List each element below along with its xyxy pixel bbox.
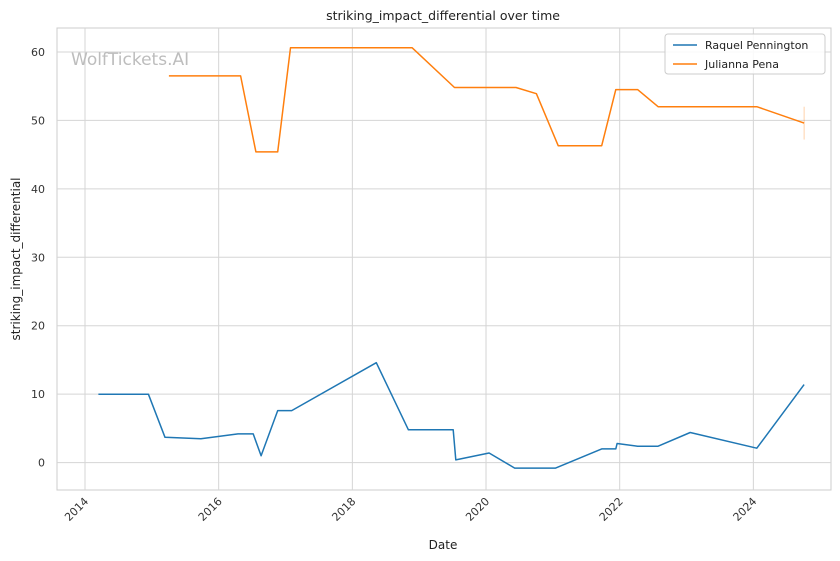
series-layer: [98, 47, 805, 469]
y-tick-label: 50: [31, 114, 45, 127]
legend-label-raquel-pennington: Raquel Pennington: [705, 39, 808, 52]
y-axis-title: striking_impact_differential: [9, 177, 23, 340]
plot-area: WolfTickets.AI: [56, 27, 832, 491]
y-axis: 0 10 20 30 40 50 60: [31, 46, 45, 470]
y-tick-label: 20: [31, 320, 45, 333]
watermark-text: WolfTickets.AI: [71, 50, 189, 70]
chart-title: striking_impact_differential over time: [326, 8, 560, 23]
y-tick-label: 30: [31, 251, 45, 264]
series-line-raquel-pennington: [98, 361, 805, 469]
x-axis-title: Date: [429, 538, 458, 552]
legend: Raquel Pennington Julianna Pena: [664, 33, 826, 75]
plot-frame: [56, 27, 832, 491]
legend-label-julianna-pena: Julianna Pena: [704, 58, 779, 71]
y-tick-label: 40: [31, 183, 45, 196]
y-tick-label: 0: [38, 457, 45, 470]
grid: [57, 28, 831, 490]
y-tick-label: 60: [31, 46, 45, 59]
series-line-julianna-pena: [168, 47, 805, 153]
legend-box: [664, 33, 826, 75]
y-tick-label: 10: [31, 388, 45, 401]
